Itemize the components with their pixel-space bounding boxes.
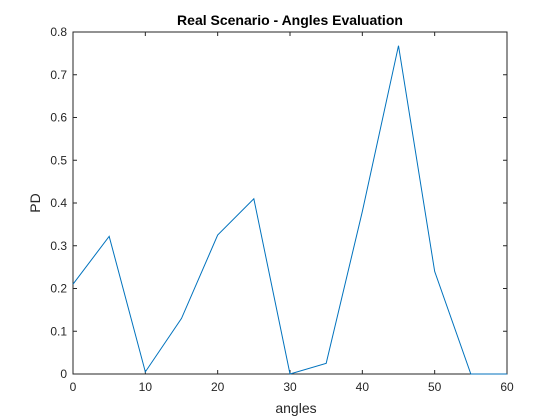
y-tick-label: 0.1 (50, 324, 67, 338)
y-tick-label: 0.4 (50, 196, 67, 210)
y-tick-label: 0 (60, 367, 67, 381)
y-axis-label: PD (27, 193, 43, 212)
x-axis-label: angles (275, 400, 316, 416)
x-tick-label: 10 (139, 380, 153, 394)
x-tick-label: 60 (500, 380, 514, 394)
plot-area (72, 31, 508, 375)
y-axis: 0 0.1 0.2 0.3 0.4 0.5 0.6 0.7 0.8 (50, 25, 507, 381)
y-tick-label: 0.6 (50, 111, 67, 125)
x-tick-label: 40 (356, 380, 370, 394)
y-tick-label: 0.3 (50, 239, 67, 253)
y-tick-label: 0.8 (50, 25, 67, 39)
x-axis: 0 10 20 30 40 50 60 (70, 32, 514, 394)
series-line (72, 45, 507, 375)
x-tick-label: 30 (283, 380, 297, 394)
y-tick-label: 0.5 (50, 153, 67, 167)
y-tick-label: 0.2 (50, 282, 67, 296)
x-tick-label: 20 (211, 380, 225, 394)
x-tick-label: 0 (70, 380, 77, 394)
x-tick-label: 50 (428, 380, 442, 394)
series-layer (72, 45, 507, 375)
y-tick-label: 0.7 (50, 68, 67, 82)
chart-title: Real Scenario - Angles Evaluation (177, 12, 403, 28)
